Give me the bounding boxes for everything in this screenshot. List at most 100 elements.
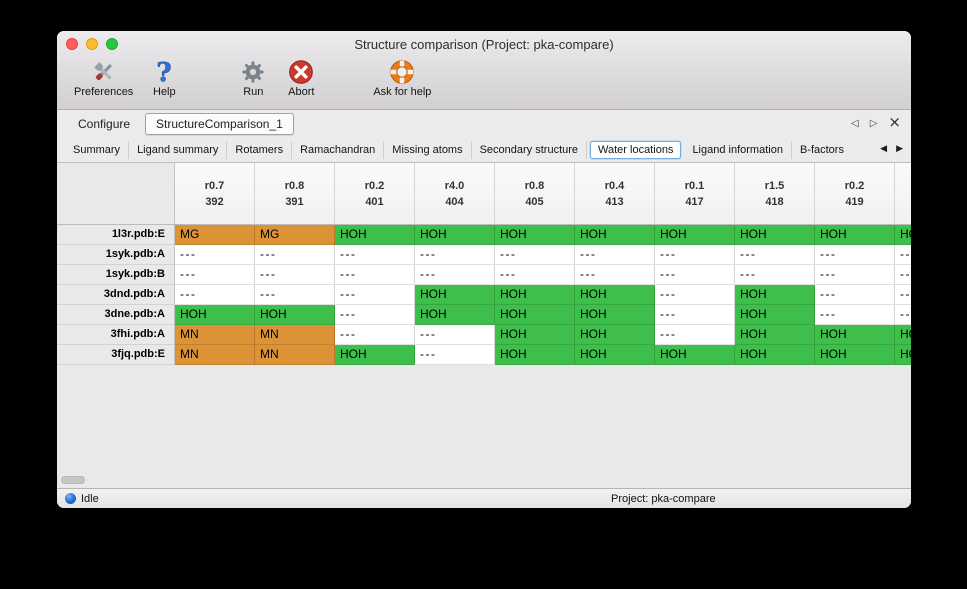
cell-metal[interactable]: MN bbox=[255, 345, 335, 365]
cell-water[interactable]: HOH bbox=[415, 305, 495, 325]
cell-none[interactable]: --- bbox=[335, 265, 415, 285]
cell-water[interactable]: HOH bbox=[495, 225, 575, 245]
cell-water[interactable]: HOH bbox=[255, 305, 335, 325]
tab-next-icon[interactable]: ▷ bbox=[869, 117, 878, 129]
tab-configure[interactable]: Configure bbox=[78, 116, 131, 131]
help-button[interactable]: ? Help bbox=[147, 58, 181, 99]
cell-water[interactable]: HOH bbox=[575, 225, 655, 245]
cell-water[interactable]: HOH bbox=[815, 325, 895, 345]
cell-water[interactable]: HOH bbox=[175, 305, 255, 325]
column-header[interactable]: r0.2 401 bbox=[335, 163, 415, 225]
horizontal-scrollbar[interactable] bbox=[57, 472, 911, 488]
cell-water[interactable]: HOH bbox=[655, 225, 735, 245]
cell-none[interactable]: --- bbox=[335, 285, 415, 305]
row-label[interactable]: 3dnd.pdb:A bbox=[57, 285, 175, 305]
cell-water[interactable]: HOH bbox=[495, 305, 575, 325]
cell-none[interactable]: --- bbox=[895, 285, 911, 305]
cell-metal[interactable]: MN bbox=[175, 325, 255, 345]
cell-metal[interactable]: MG bbox=[255, 225, 335, 245]
cell-water[interactable]: HOH bbox=[735, 325, 815, 345]
cell-none[interactable]: --- bbox=[735, 265, 815, 285]
subtab-prev-icon[interactable]: ◀ bbox=[880, 144, 888, 154]
cell-none[interactable]: --- bbox=[655, 265, 735, 285]
column-header[interactable]: r0.2 419 bbox=[815, 163, 895, 225]
cell-none[interactable]: --- bbox=[255, 245, 335, 265]
subtab-rotamers[interactable]: Rotamers bbox=[227, 140, 293, 159]
cell-none[interactable]: --- bbox=[655, 325, 735, 345]
subtab-missing-atoms[interactable]: Missing atoms bbox=[384, 140, 472, 159]
subtab-ligand-summary[interactable]: Ligand summary bbox=[129, 140, 228, 159]
column-header[interactable]: r1.5 418 bbox=[735, 163, 815, 225]
cell-none[interactable]: --- bbox=[415, 265, 495, 285]
cell-water[interactable]: HOH bbox=[735, 345, 815, 365]
cell-none[interactable]: --- bbox=[175, 285, 255, 305]
column-header[interactable]: r0.8 391 bbox=[255, 163, 335, 225]
cell-water[interactable]: HOH bbox=[735, 305, 815, 325]
tab-structure-comparison-1[interactable]: StructureComparison_1 bbox=[145, 112, 294, 135]
cell-none[interactable]: --- bbox=[655, 285, 735, 305]
cell-water[interactable]: HOH bbox=[495, 285, 575, 305]
cell-water[interactable]: HOH bbox=[655, 345, 735, 365]
column-header[interactable]: r0.8 405 bbox=[495, 163, 575, 225]
row-label[interactable]: 3fhi.pdb:A bbox=[57, 325, 175, 345]
cell-none[interactable]: --- bbox=[175, 265, 255, 285]
cell-none[interactable]: --- bbox=[495, 265, 575, 285]
row-label[interactable]: 1syk.pdb:A bbox=[57, 245, 175, 265]
abort-button[interactable]: Abort bbox=[284, 58, 318, 98]
subtab-summary[interactable]: Summary bbox=[65, 140, 130, 159]
ask-for-help-button[interactable]: Ask for help bbox=[373, 58, 431, 98]
cell-water[interactable]: HOH bbox=[815, 345, 895, 365]
column-header[interactable]: r0.1 417 bbox=[655, 163, 735, 225]
cell-none[interactable]: --- bbox=[575, 265, 655, 285]
cell-none[interactable]: --- bbox=[415, 325, 495, 345]
cell-water[interactable]: HOH bbox=[495, 325, 575, 345]
cell-none[interactable]: --- bbox=[335, 325, 415, 345]
subtab-next-icon[interactable]: ▶ bbox=[896, 144, 903, 154]
cell-none[interactable]: --- bbox=[895, 305, 911, 325]
column-header[interactable] bbox=[895, 163, 911, 225]
row-label[interactable]: 1l3r.pdb:E bbox=[57, 225, 175, 245]
minimize-window-button[interactable] bbox=[86, 38, 98, 50]
cell-none[interactable]: --- bbox=[415, 245, 495, 265]
cell-water[interactable]: HOH bbox=[735, 225, 815, 245]
cell-water[interactable]: HOH bbox=[895, 325, 911, 345]
cell-none[interactable]: --- bbox=[735, 245, 815, 265]
cell-none[interactable]: --- bbox=[415, 345, 495, 365]
cell-none[interactable]: --- bbox=[895, 245, 911, 265]
cell-none[interactable]: --- bbox=[655, 245, 735, 265]
cell-metal[interactable]: MG bbox=[175, 225, 255, 245]
cell-none[interactable]: --- bbox=[895, 265, 911, 285]
cell-water[interactable]: HOH bbox=[735, 285, 815, 305]
column-header[interactable]: r4.0 404 bbox=[415, 163, 495, 225]
scrollbar-thumb[interactable] bbox=[61, 476, 85, 484]
run-button[interactable]: Run bbox=[236, 58, 270, 98]
subtab-b-factors[interactable]: B-factors bbox=[799, 143, 844, 156]
cell-none[interactable]: --- bbox=[575, 245, 655, 265]
cell-none[interactable]: --- bbox=[175, 245, 255, 265]
cell-metal[interactable]: MN bbox=[255, 325, 335, 345]
cell-none[interactable]: --- bbox=[815, 245, 895, 265]
cell-water[interactable]: HOH bbox=[335, 225, 415, 245]
subtab-ligand-information[interactable]: Ligand information bbox=[684, 140, 792, 159]
cell-none[interactable]: --- bbox=[815, 265, 895, 285]
cell-none[interactable]: --- bbox=[255, 265, 335, 285]
cell-water[interactable]: HOH bbox=[495, 345, 575, 365]
cell-none[interactable]: --- bbox=[335, 305, 415, 325]
cell-water[interactable]: HOH bbox=[415, 225, 495, 245]
column-header[interactable]: r0.7 392 bbox=[175, 163, 255, 225]
preferences-button[interactable]: Preferences bbox=[74, 58, 133, 98]
tab-prev-icon[interactable]: ◁ bbox=[851, 117, 859, 129]
cell-water[interactable]: HOH bbox=[415, 285, 495, 305]
row-label[interactable]: 1syk.pdb:B bbox=[57, 265, 175, 285]
cell-water[interactable]: HOH bbox=[575, 345, 655, 365]
cell-none[interactable]: --- bbox=[495, 245, 575, 265]
zoom-window-button[interactable] bbox=[106, 38, 118, 50]
row-label[interactable]: 3fjq.pdb:E bbox=[57, 345, 175, 365]
tab-close-icon[interactable]: × bbox=[888, 113, 901, 131]
close-window-button[interactable] bbox=[66, 38, 78, 50]
cell-water[interactable]: HOH bbox=[575, 325, 655, 345]
subtab-water-locations[interactable]: Water locations bbox=[590, 140, 682, 159]
cell-water[interactable]: HOH bbox=[815, 225, 895, 245]
cell-water[interactable]: HOH bbox=[575, 305, 655, 325]
subtab-ramachandran[interactable]: Ramachandran bbox=[292, 140, 385, 159]
